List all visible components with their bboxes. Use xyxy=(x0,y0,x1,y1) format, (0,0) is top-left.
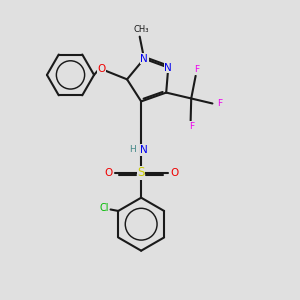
Text: H: H xyxy=(130,146,136,154)
Text: Cl: Cl xyxy=(99,203,109,213)
Text: O: O xyxy=(97,64,106,74)
Text: CH₃: CH₃ xyxy=(134,25,149,34)
Text: N: N xyxy=(140,54,148,64)
Text: N: N xyxy=(164,63,172,73)
Text: O: O xyxy=(170,168,178,178)
Text: F: F xyxy=(217,99,222,108)
Text: S: S xyxy=(137,167,145,179)
Text: F: F xyxy=(194,65,200,74)
Text: F: F xyxy=(190,122,195,131)
Text: N: N xyxy=(140,145,148,155)
Text: O: O xyxy=(104,168,112,178)
